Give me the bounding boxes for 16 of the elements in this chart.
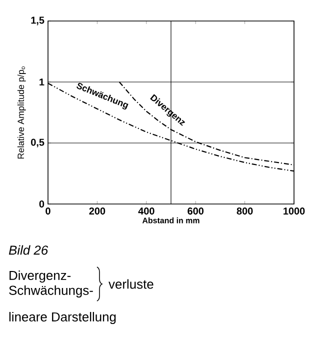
x-tick-label: 800 [236, 208, 253, 215]
y-axis-title: Relative Amplitude p/p$_{o}$ [17, 66, 26, 159]
x-tick-label: 1000 [284, 208, 305, 215]
text: Divergenz- [10, 270, 71, 283]
y-tick-label: 1,5 [31, 16, 44, 26]
x-tick-label: 0 [46, 208, 50, 215]
y-tick-label: 0 [39, 200, 44, 208]
y-tick-label: 1 [40, 78, 44, 86]
y-tick-label: 0,5 [31, 138, 44, 148]
x-tick-label: 600 [188, 208, 204, 215]
text: verluste [108, 279, 154, 289]
x-tick-label: 400 [138, 208, 154, 215]
text: Bild 26 [8, 245, 48, 255]
text: lineare Darstellung [9, 312, 116, 324]
x-tick-label: 200 [89, 208, 106, 215]
text: Schwächungs- [9, 285, 93, 298]
